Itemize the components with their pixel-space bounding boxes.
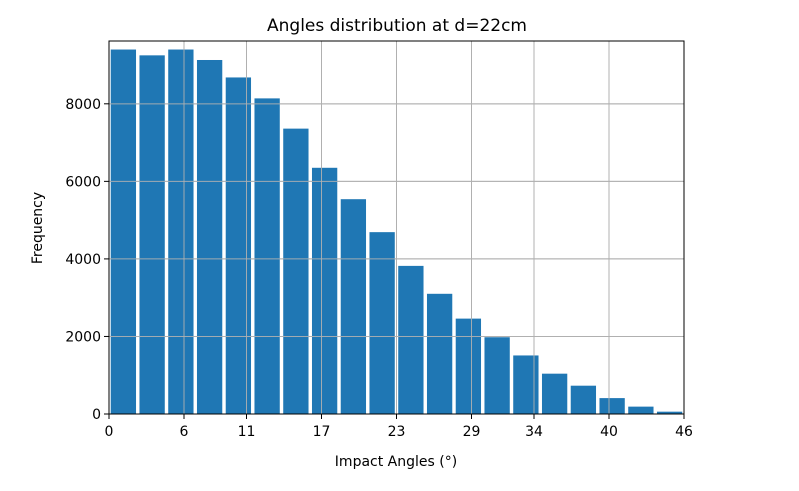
x-axis-label: Impact Angles (°) <box>335 454 457 470</box>
x-tick-label: 11 <box>238 424 256 440</box>
x-tick-label: 34 <box>525 424 543 440</box>
histogram-bar <box>455 318 482 414</box>
histogram-bar <box>340 199 367 414</box>
chart-title: Angles distribution at d=22cm <box>267 16 527 36</box>
histogram-bar <box>225 77 252 414</box>
x-tick-label: 40 <box>600 424 618 440</box>
grid-lines-over-bars <box>108 41 685 415</box>
y-tick-label: 4000 <box>65 252 101 268</box>
y-axis-label: Frequency <box>30 192 46 264</box>
histogram-bar <box>398 265 424 414</box>
y-tick-label: 8000 <box>65 97 101 113</box>
histogram-bar <box>283 128 309 414</box>
x-tick-label: 46 <box>675 424 693 440</box>
y-axis-ticks: 0 2000 4000 6000 8000 <box>65 97 109 423</box>
x-axis-ticks: 0 6 11 17 23 29 34 40 46 <box>105 414 693 440</box>
histogram-bar <box>628 406 654 414</box>
histogram-bar <box>541 373 568 414</box>
histogram-bar <box>484 337 510 414</box>
histogram-bar <box>369 232 395 414</box>
histogram-bar <box>311 167 338 414</box>
histogram-bar <box>599 398 625 414</box>
histogram-bar <box>570 385 597 414</box>
histogram-bar <box>196 59 223 414</box>
y-tick-label: 2000 <box>65 329 101 345</box>
histogram-bar <box>656 411 683 414</box>
histogram-bar <box>168 49 194 414</box>
y-tick-label: 6000 <box>65 174 101 190</box>
histogram-bar <box>513 355 539 414</box>
histogram-bar <box>426 293 453 414</box>
histogram-bar <box>110 49 137 414</box>
y-tick-label: 0 <box>92 407 101 423</box>
x-tick-label: 23 <box>388 424 406 440</box>
x-tick-label: 0 <box>105 424 114 440</box>
x-tick-label: 6 <box>180 424 189 440</box>
histogram-bar <box>254 98 280 414</box>
x-tick-label: 29 <box>463 424 481 440</box>
histogram-bar <box>139 55 165 414</box>
x-tick-label: 17 <box>313 424 331 440</box>
